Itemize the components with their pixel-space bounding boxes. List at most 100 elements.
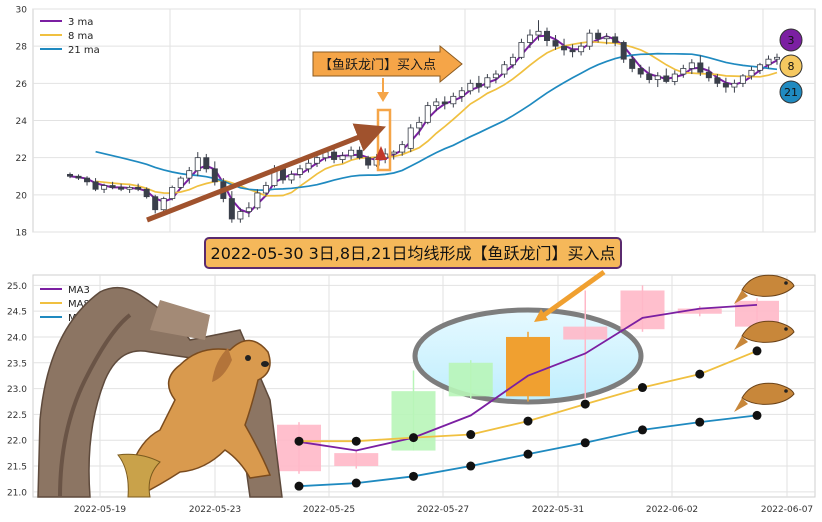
bottom-x-tick-label: 2022-05-23 xyxy=(189,505,241,515)
bottom-y-tick-label: 23.0 xyxy=(7,385,27,395)
top-candle-body xyxy=(441,101,448,105)
top-legend: 3 ma 8 ma 21 ma xyxy=(40,17,100,56)
top-candle-body xyxy=(722,82,729,88)
badge-3ma-label: 3 xyxy=(788,34,795,47)
top-candle-body xyxy=(169,186,176,199)
top-y-tick-label: 18 xyxy=(16,229,28,239)
top-candle-body xyxy=(535,30,542,36)
bottom-ma21-point xyxy=(695,417,705,427)
top-candle-body xyxy=(305,162,312,170)
bottom-ma8-point xyxy=(638,383,647,393)
top-y-tick-label: 24 xyxy=(16,117,28,127)
bottom-x-tick-labels: 2022-05-19 2022-05-23 2022-05-25 2022-05-27… xyxy=(74,505,813,515)
top-candle-body xyxy=(160,198,167,211)
legend-label-3ma: 3 ma xyxy=(68,17,93,28)
bottom-chart-title: 2022-05-30 3日,8日,21日均线形成【鱼跃龙门】买入点 xyxy=(211,244,616,263)
top-candle-body xyxy=(654,75,661,81)
bottom-ma21-point xyxy=(638,425,647,435)
bottom-ma8-point xyxy=(466,430,476,440)
top-candle-body xyxy=(697,62,704,73)
legend-label-21ma: 21 ma xyxy=(68,45,100,56)
top-candle-body xyxy=(680,68,687,75)
top-candle-body xyxy=(228,198,235,220)
dog-illustration xyxy=(117,339,272,498)
top-candle-body xyxy=(603,36,610,40)
top-candle-body xyxy=(262,185,269,194)
top-candle-body xyxy=(109,185,116,188)
top-candle-body xyxy=(348,149,355,157)
top-candle-body xyxy=(177,177,184,188)
top-candle-body xyxy=(416,121,423,129)
bottom-ma8-point xyxy=(580,399,590,409)
badge-21ma xyxy=(779,80,803,104)
title-banner-box xyxy=(204,237,622,269)
top-candle-body xyxy=(101,185,108,190)
bottom-ma21-point xyxy=(580,438,590,448)
top-candle-body xyxy=(595,32,602,40)
top-candle-body xyxy=(544,30,551,41)
top-candle-body xyxy=(152,196,159,211)
bottom-candle-body xyxy=(620,290,665,330)
top-candle-body xyxy=(67,173,74,177)
bottom-y-tick-label: 22.5 xyxy=(7,411,27,421)
badge-8ma-label: 8 xyxy=(788,60,795,73)
top-candlestick-chart: 18 20 22 24 26 28 30 3 ma 8 ma 21 ma 【鱼跃龙门】买入点 xyxy=(16,6,816,239)
badge-21ma-label: 21 xyxy=(784,86,798,99)
title-banner: 2022-05-30 3日,8日,21日均线形成【鱼跃龙门】买入点 xyxy=(204,237,622,269)
bottom-y-tick-label: 25.0 xyxy=(7,282,27,292)
bottom-y-tick-label: 21.0 xyxy=(7,488,27,498)
top-candle-body xyxy=(467,82,474,92)
carp-illustrations xyxy=(734,274,795,412)
top-candle-body xyxy=(705,71,712,79)
top-candle-body xyxy=(620,42,627,60)
top-candle-body xyxy=(756,64,763,71)
top-ma8-line xyxy=(95,40,778,197)
bottom-y-tick-label: 22.0 xyxy=(7,437,27,447)
bottom-ma21-point xyxy=(466,461,476,471)
top-candle-body xyxy=(688,62,695,69)
bottom-x-tick-label: 2022-05-31 xyxy=(532,505,584,515)
bottom-y-tick-labels: 21.0 21.5 22.0 22.5 23.0 23.5 24.0 24.5 25.0 xyxy=(7,282,27,499)
top-candle-body xyxy=(296,168,303,175)
top-candle-body xyxy=(509,56,516,66)
top-candle-body xyxy=(433,101,440,107)
top-candle-body xyxy=(484,77,491,88)
bottom-y-tick-label: 24.0 xyxy=(7,333,27,343)
top-candle-body xyxy=(748,69,755,77)
top-gridlines xyxy=(33,8,815,233)
badge-3ma xyxy=(779,28,803,52)
legend-label-8ma: 8 ma xyxy=(68,31,93,42)
top-ma21-line xyxy=(95,52,778,191)
bottom-x-tick-label: 2022-05-19 xyxy=(74,505,127,515)
top-candle-body xyxy=(552,40,559,47)
top-candle-body xyxy=(203,157,210,170)
bottom-moving-average-lines xyxy=(294,304,762,491)
top-candle-body xyxy=(731,82,738,88)
bottom-candle-body xyxy=(277,424,321,472)
bottom-candle-body xyxy=(677,308,722,314)
top-candle-body xyxy=(84,177,91,183)
bottom-ma8-point xyxy=(523,416,533,426)
top-candle-body xyxy=(450,95,457,105)
top-candle-body xyxy=(663,75,670,82)
bottom-x-tick-label: 2022-06-02 xyxy=(646,505,698,515)
top-candle-body xyxy=(714,77,721,84)
bottom-x-tick-label: 2022-06-07 xyxy=(761,505,813,515)
top-candle-body xyxy=(586,32,593,47)
bottom-ma21-point xyxy=(752,410,762,420)
top-y-tick-label: 20 xyxy=(16,191,28,201)
bottom-y-tick-label: 23.5 xyxy=(7,359,27,369)
bottom-ma8-point xyxy=(294,436,304,446)
top-candle-body xyxy=(143,188,150,198)
top-candle-body xyxy=(501,64,508,75)
top-y-tick-label: 22 xyxy=(16,154,27,164)
top-candle-body xyxy=(135,186,142,190)
bottom-candles xyxy=(277,285,779,474)
top-candle-body xyxy=(331,151,338,160)
top-candle-body xyxy=(671,73,678,82)
top-y-tick-label: 30 xyxy=(16,6,28,16)
top-candle-body xyxy=(518,42,525,58)
top-candle-body xyxy=(578,45,585,53)
legend-label-ma3: MA3 xyxy=(68,285,90,296)
